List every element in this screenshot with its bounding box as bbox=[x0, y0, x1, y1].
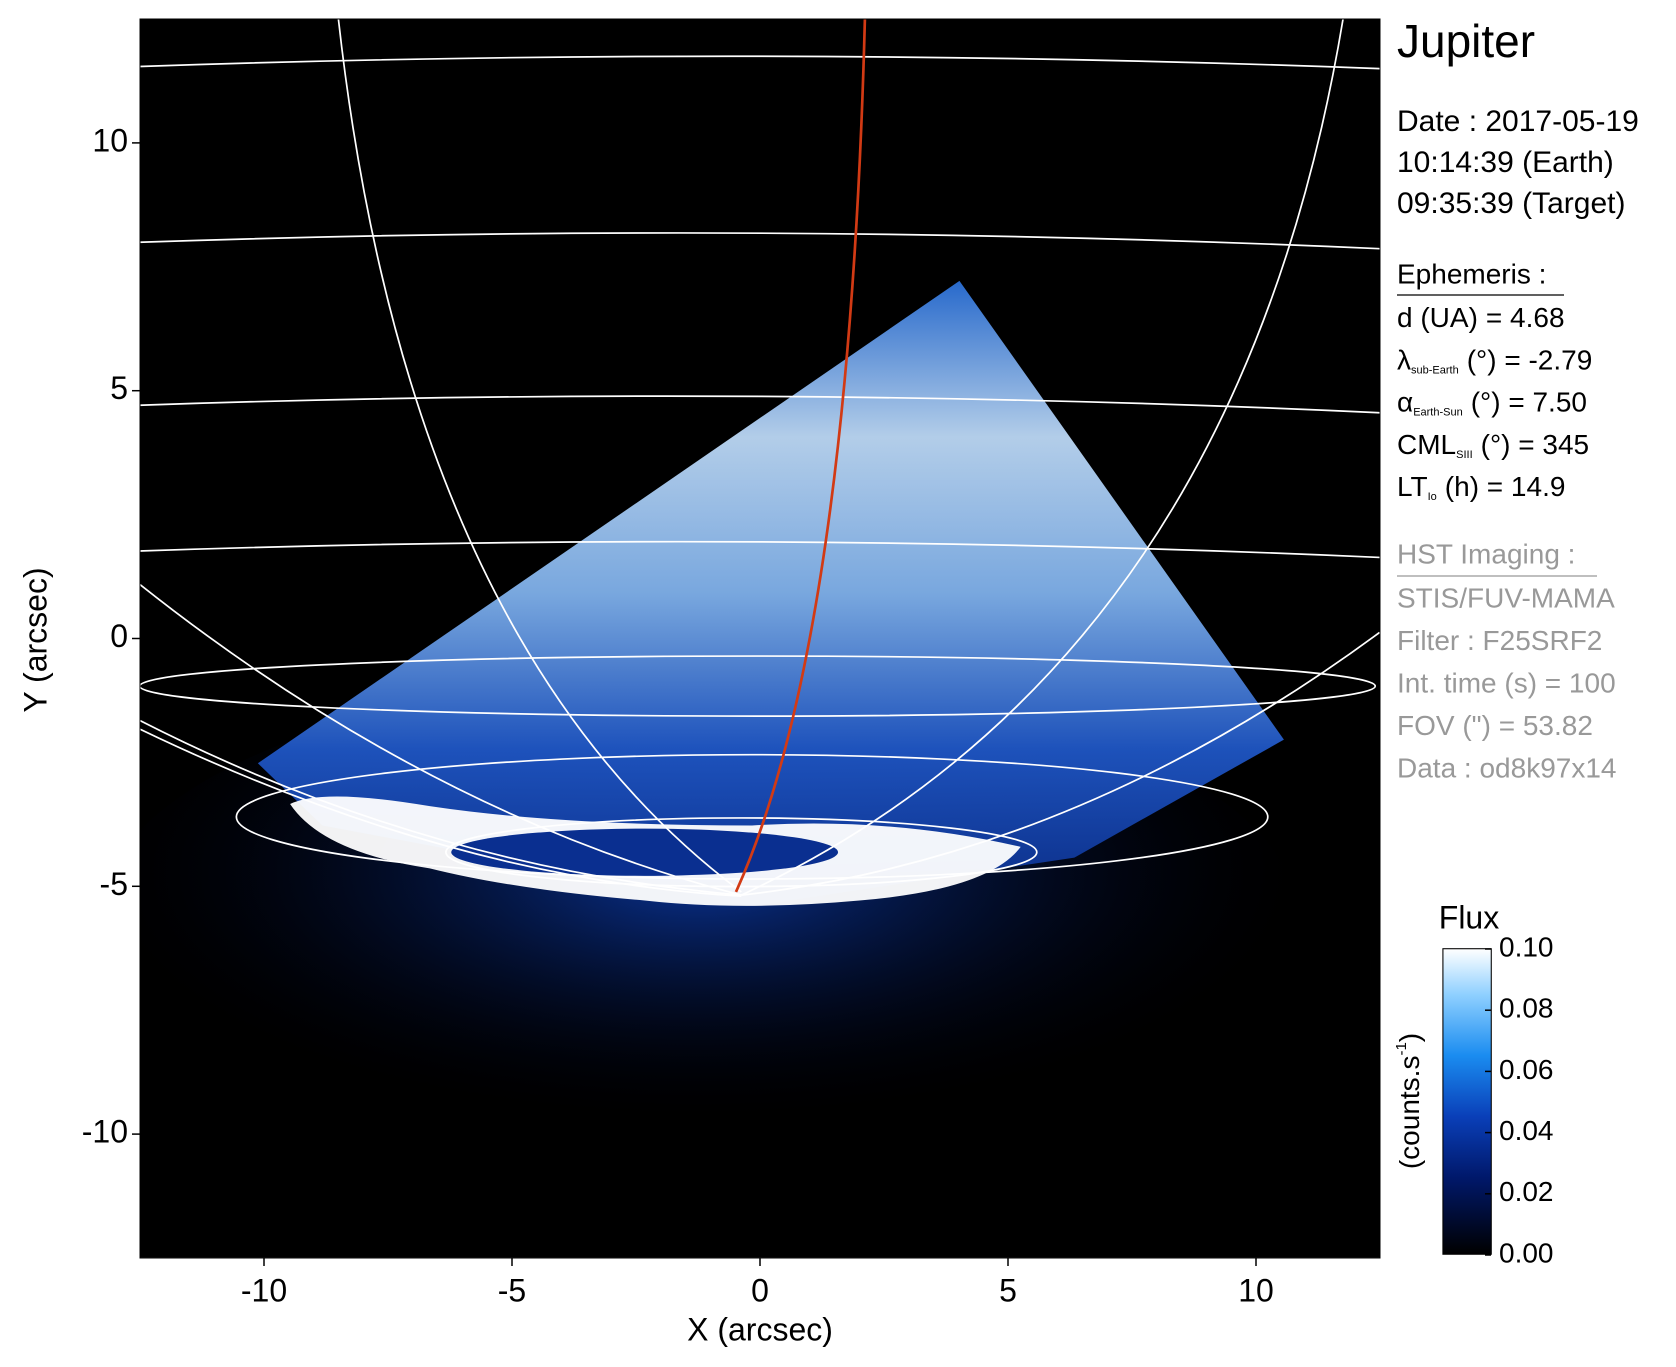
ephemeris-subscript: Io bbox=[1428, 491, 1437, 503]
imaging-line: Filter : F25SRF2 bbox=[1397, 625, 1602, 656]
colorbar-tick-label: 0.10 bbox=[1499, 931, 1554, 962]
ephemeris-subscript: Earth-Sun bbox=[1413, 407, 1463, 419]
date-line: 10:14:39 (Earth) bbox=[1397, 146, 1614, 179]
colorbar bbox=[1442, 948, 1492, 1255]
x-axis-label: X (arcsec) bbox=[687, 1311, 833, 1347]
imaging-line: Int. time (s) = 100 bbox=[1397, 667, 1616, 698]
ephemeris-value: (°) = -2.79 bbox=[1467, 345, 1593, 376]
y-tick-label: -10 bbox=[82, 1114, 128, 1150]
imaging-line: STIS/FUV-MAMA bbox=[1397, 582, 1615, 613]
ephemeris-value: (°) = 7.50 bbox=[1471, 387, 1587, 418]
imaging-line: Data : od8k97x14 bbox=[1397, 752, 1617, 783]
x-tick-label: 5 bbox=[999, 1272, 1017, 1308]
ephemeris-symbol: α bbox=[1397, 387, 1413, 418]
ephemeris-subscript: SIII bbox=[1456, 449, 1473, 461]
ephemeris-row: CMLSIII (°) = 345 bbox=[1397, 429, 1589, 461]
x-tick-label: 10 bbox=[1238, 1272, 1274, 1308]
imaging-heading: HST Imaging : bbox=[1397, 538, 1575, 569]
ephemeris-symbol: d (UA) bbox=[1397, 302, 1478, 333]
y-tick-label: 0 bbox=[110, 618, 128, 654]
colorbar-label-sup: -1 bbox=[1393, 1042, 1410, 1055]
y-tick-label: 10 bbox=[92, 122, 128, 158]
ephemeris-symbol: λ bbox=[1397, 345, 1411, 376]
imaging-line: FOV (") = 53.82 bbox=[1397, 710, 1593, 741]
colorbar-label-text: (counts.s bbox=[1394, 1056, 1425, 1170]
ephemeris-row: λsub-Earth (°) = -2.79 bbox=[1397, 345, 1592, 377]
ephemeris-value: = 4.68 bbox=[1486, 302, 1565, 333]
ephemeris-symbol: CML bbox=[1397, 429, 1456, 460]
date-line: 09:35:39 (Target) bbox=[1397, 187, 1625, 220]
date-line: Date : 2017-05-19 bbox=[1397, 105, 1639, 138]
ephemeris-symbol: LT bbox=[1397, 472, 1428, 503]
meridian-trace bbox=[734, 19, 867, 893]
ephemeris-row: αEarth-Sun (°) = 7.50 bbox=[1397, 387, 1587, 419]
ephemeris-subscript: sub-Earth bbox=[1411, 364, 1459, 376]
ephemeris-heading: Ephemeris : bbox=[1397, 258, 1546, 289]
x-tick-label: 0 bbox=[751, 1272, 769, 1308]
ephemeris-row: d (UA) = 4.68 bbox=[1397, 302, 1565, 333]
x-tick-label: -5 bbox=[498, 1272, 526, 1308]
detector-wedge bbox=[257, 280, 1284, 906]
ephemeris-value: (h) = 14.9 bbox=[1445, 472, 1566, 503]
y-tick-label: 5 bbox=[110, 370, 128, 406]
y-axis-label: Y (arcsec) bbox=[17, 567, 53, 712]
colorbar-tick-label: 0.00 bbox=[1499, 1237, 1554, 1268]
colorbar-tick-label: 0.04 bbox=[1499, 1115, 1554, 1146]
colorbar-tick-label: 0.08 bbox=[1499, 993, 1554, 1024]
auroral-inner bbox=[451, 828, 839, 876]
colorbar-tick-label: 0.02 bbox=[1499, 1176, 1554, 1207]
colorbar-label: (counts.s-1) bbox=[1393, 1033, 1425, 1169]
colorbar-label-close: ) bbox=[1394, 1033, 1425, 1042]
colorbar-title: Flux bbox=[1439, 899, 1499, 935]
image-layer bbox=[139, 19, 1492, 1258]
colorbar-tick-label: 0.06 bbox=[1499, 1054, 1554, 1085]
ephemeris-value: (°) = 345 bbox=[1481, 429, 1589, 460]
chart-title: Jupiter bbox=[1397, 15, 1535, 67]
y-tick-label: -5 bbox=[100, 866, 128, 902]
planet-grid bbox=[139, 19, 1380, 898]
x-tick-label: -10 bbox=[241, 1272, 287, 1308]
ephemeris-row: LTIo (h) = 14.9 bbox=[1397, 472, 1565, 504]
